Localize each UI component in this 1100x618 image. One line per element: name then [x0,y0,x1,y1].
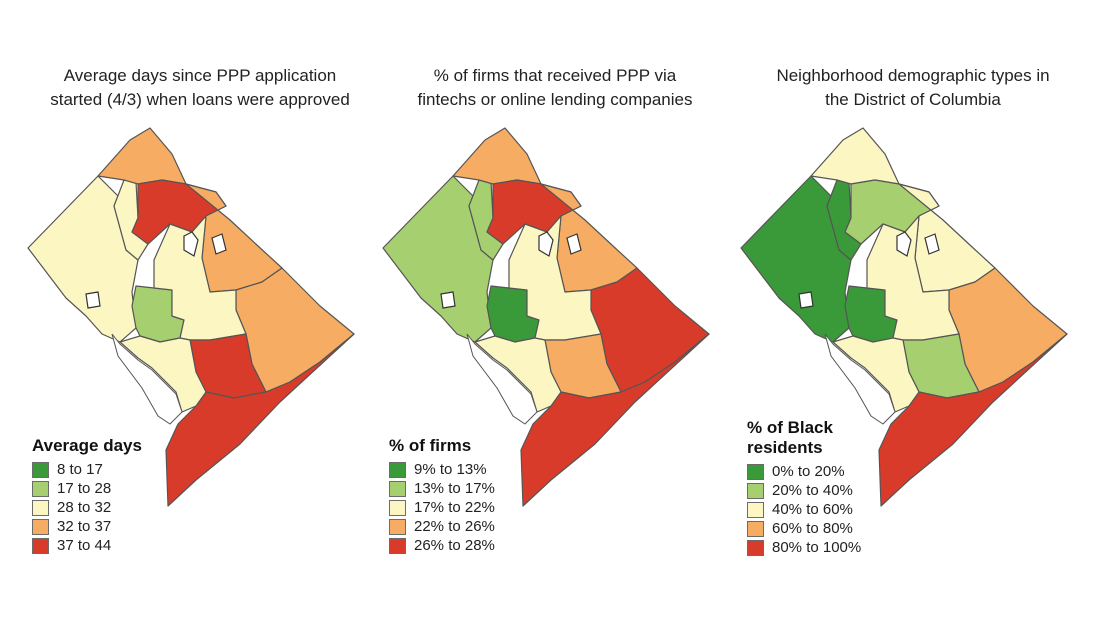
region-se [165,333,355,507]
map-title: % of firms that received PPP via fintech… [417,66,693,109]
region-se [878,333,1068,507]
excluded-area [183,231,199,257]
region-sw [832,335,920,413]
legend-item: 17 to 28 [32,479,142,498]
legend-swatch [389,537,406,554]
excluded-area [924,233,940,255]
legend-item: 9% to 13% [389,460,495,479]
river [824,333,896,425]
legend-item: 13% to 17% [389,479,495,498]
legend-swatch [32,518,49,535]
legend-swatch [747,463,764,480]
legend-label: 22% to 26% [414,518,495,535]
legend-label: 9% to 13% [414,461,487,478]
dc-map [27,127,355,507]
excluded-area [566,233,582,255]
region-north [452,127,542,185]
panel-fintech-share: % of firms that received PPP via fintech… [375,0,735,618]
region-north [97,127,187,185]
legend-title: % of firms [389,436,472,455]
legend-swatch [747,539,764,556]
dc-map [740,127,1068,507]
legend-item: 28 to 32 [32,498,142,517]
legend-label: 8 to 17 [57,461,103,478]
legend-swatch [389,480,406,497]
legend-swatch [747,501,764,518]
excluded-area [538,231,554,257]
legend-label: 40% to 60% [772,501,853,518]
region-sw [474,335,562,413]
legend-item: 0% to 20% [747,462,861,481]
legend-swatch [32,461,49,478]
legend-swatch [32,537,49,554]
legend-label: 60% to 80% [772,520,853,537]
legend-item: 8 to 17 [32,460,142,479]
legend-label: 26% to 28% [414,537,495,554]
map-legend: % of Black residents 0% to 20% 20% to 40… [747,418,861,557]
legend-swatch [747,482,764,499]
legend-label: 13% to 17% [414,480,495,497]
legend-item: 22% to 26% [389,517,495,536]
map-title: Neighborhood demographic types in the Di… [776,66,1050,109]
region-sw [119,335,207,413]
excluded-area [85,291,101,309]
map-legend: % of firms 9% to 13% 13% to 17% 17% to 2… [389,436,495,555]
legend-swatch [32,499,49,516]
legend-item: 20% to 40% [747,481,861,500]
dc-map [382,127,710,507]
region-north [810,127,900,185]
legend-item: 37 to 44 [32,536,142,555]
region-se [520,333,710,507]
legend-label: 80% to 100% [772,539,862,556]
river [466,333,538,425]
legend-label: 0% to 20% [772,463,845,480]
map-title: Average days since PPP application start… [50,66,350,109]
legend-item: 40% to 60% [747,500,861,519]
legend-title: % of Black residents [747,418,833,457]
excluded-area [440,291,456,309]
legend-item: 80% to 100% [747,538,861,557]
legend-label: 37 to 44 [57,537,112,554]
legend-item: 60% to 80% [747,519,861,538]
legend-swatch [32,480,49,497]
legend-title: Average days [32,436,142,455]
legend-label: 20% to 40% [772,482,853,499]
legend-swatch [389,461,406,478]
excluded-area [211,233,227,255]
legend-swatch [389,499,406,516]
panel-demographics: Neighborhood demographic types in the Di… [733,0,1093,618]
excluded-area [798,291,814,309]
excluded-area [896,231,912,257]
legend-item: 26% to 28% [389,536,495,555]
legend-label: 17% to 22% [414,499,495,516]
legend-item: 17% to 22% [389,498,495,517]
legend-swatch [389,518,406,535]
legend-label: 28 to 32 [57,499,112,516]
legend-label: 17 to 28 [57,480,112,497]
map-legend: Average days 8 to 17 17 to 28 28 to 32 3… [32,436,142,555]
river [111,333,183,425]
legend-swatch [747,520,764,537]
legend-label: 32 to 37 [57,518,112,535]
legend-item: 32 to 37 [32,517,142,536]
panel-average-days: Average days since PPP application start… [20,0,380,618]
